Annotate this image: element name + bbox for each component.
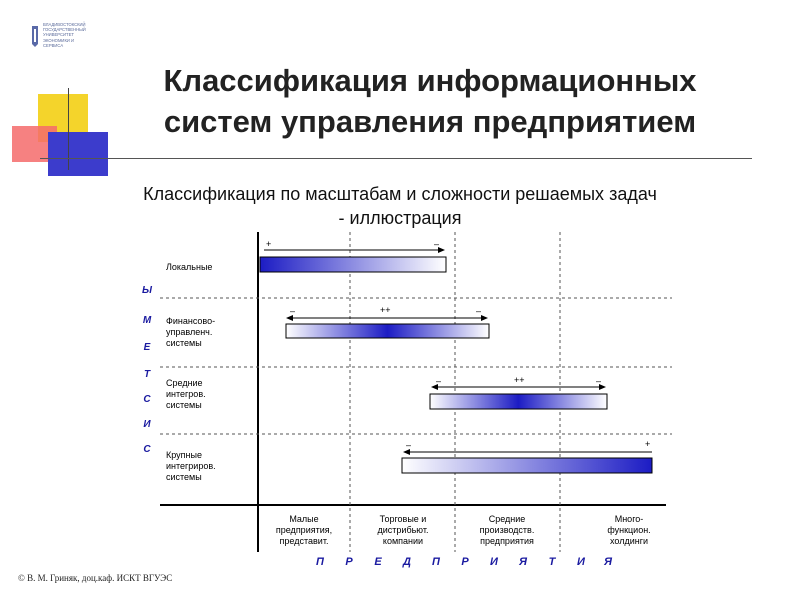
bar-local [259, 256, 447, 273]
decor-vertical-line [68, 88, 69, 170]
bar-fin [285, 323, 490, 339]
sign-minus: – [596, 376, 602, 386]
slide-subtitle: Классификация по масштабам и сложности р… [143, 184, 657, 228]
logo-text: ВЛАДИВОСТОКСКИЙ ГОСУДАРСТВЕННЫЙ УНИВЕРСИ… [43, 22, 86, 48]
sign-plus: + [266, 239, 272, 249]
row-label-fin: Финансово- управленч. системы [166, 316, 216, 348]
sign-plus-plus: ++ [380, 305, 391, 315]
vertical-axis-letter: И [143, 419, 151, 430]
horizontal-axis-letter: П [316, 556, 324, 568]
horizontal-axis-letter: Е [374, 556, 382, 568]
row-label-mid: Средние интегров. системы [166, 378, 206, 410]
column-label-midprod: Средние производств. предприятия [479, 514, 535, 546]
column-label-small: Малые предприятия, представит. [275, 514, 333, 546]
horizontal-axis-letter: Д [403, 556, 411, 568]
sign-minus: – [434, 239, 440, 249]
horizontal-axis-letter: И [577, 556, 585, 568]
horizontal-axis-letter: П [432, 556, 440, 568]
title-underline [40, 158, 752, 159]
bar-large [401, 457, 653, 474]
horizontal-axis-letter: И [490, 556, 498, 568]
slide-title: Классификация информационных систем упра… [163, 63, 697, 139]
sign-minus: – [476, 306, 482, 316]
sign-minus: – [290, 306, 296, 316]
sign-minus: – [436, 376, 442, 386]
row-label-large: Крупные интегриров. системы [166, 450, 216, 482]
vertical-axis-letter: Т [143, 369, 151, 380]
bar-mid [429, 393, 608, 410]
column-label-trade: Торговые и дистрибьют. компании [377, 514, 429, 546]
horizontal-axis-letter: Я [603, 556, 613, 568]
copyright-footer: © В. М. Гриняк, доц.каф. ИСКТ ВГУЭС [18, 573, 173, 583]
vertical-axis-letter: Е [143, 342, 151, 353]
logo-emblem-icon [32, 26, 38, 47]
vertical-axis-letter: С [143, 444, 151, 455]
vertical-axis-letter: М [142, 315, 152, 326]
horizontal-axis-letter: Я [518, 556, 528, 568]
column-label-multi: Много- функцион. холдинги [607, 514, 651, 546]
horizontal-axis-letter: Р [345, 556, 353, 568]
sign-plus: + [645, 439, 651, 449]
horizontal-axis-letter: Т [548, 556, 556, 568]
sign-plus-plus: ++ [514, 375, 525, 385]
row-label-local: Локальные [166, 262, 213, 272]
sign-minus: – [406, 440, 412, 450]
vertical-axis-letter: Ы [142, 285, 152, 296]
university-logo: ВЛАДИВОСТОКСКИЙ ГОСУДАРСТВЕННЫЙ УНИВЕРСИ… [30, 22, 100, 58]
vertical-axis-letter: С [143, 394, 151, 405]
horizontal-axis-letter: Р [461, 556, 469, 568]
decor-blue-square [48, 132, 108, 176]
